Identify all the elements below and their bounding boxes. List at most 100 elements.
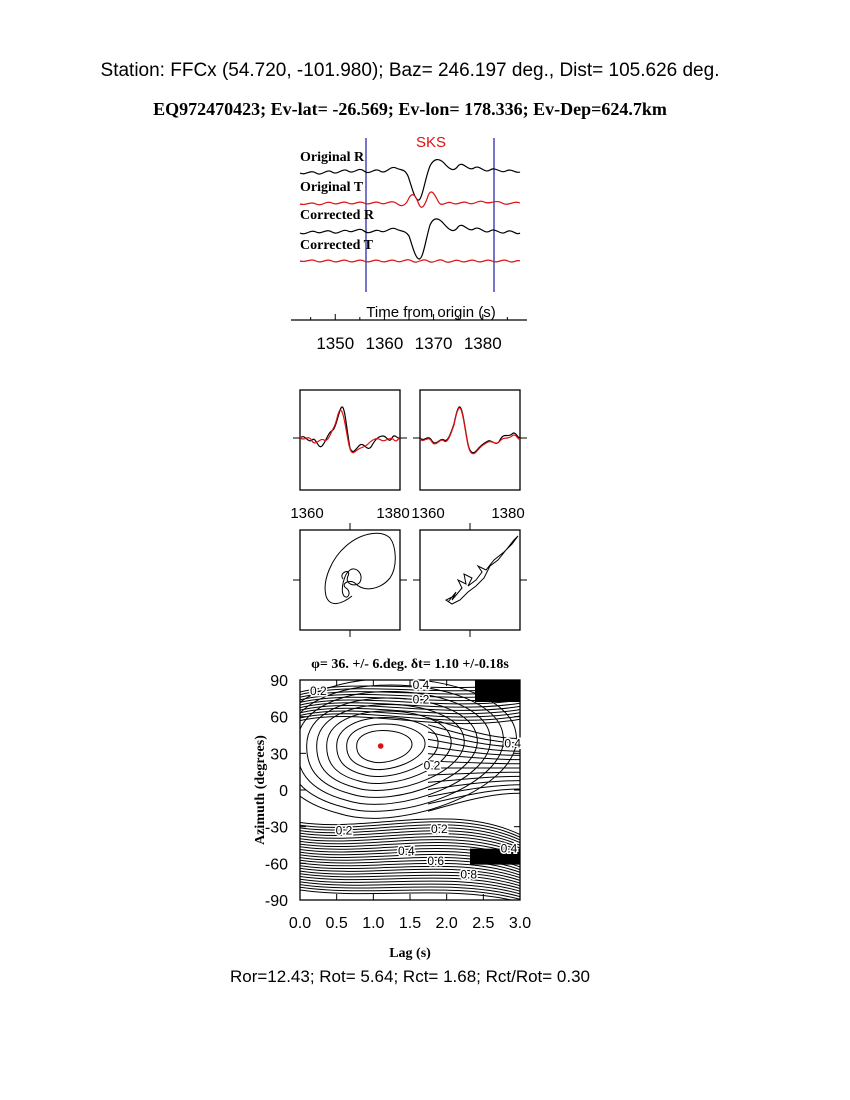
waveform-overlay-original: 1360 1380 xyxy=(290,389,410,522)
contour-value-label: 0.4 xyxy=(501,842,518,856)
azimuth-tick-label: 30 xyxy=(270,746,288,763)
contour-value-label: 0.2 xyxy=(431,822,448,836)
contour-bottom-band xyxy=(300,827,520,844)
contour-xlabel: Lag (s) xyxy=(389,946,431,961)
contour-bottom-band xyxy=(300,886,520,900)
contour-top-band xyxy=(300,702,520,709)
contour-top-band xyxy=(300,705,520,711)
contour-bottom-band xyxy=(300,889,514,900)
phase-label: SKS xyxy=(416,134,446,151)
contour-right-band xyxy=(427,753,520,761)
contour-bottom-band xyxy=(300,836,520,852)
time-axis-label: Time from origin (s) xyxy=(366,304,495,321)
contour-lines xyxy=(300,680,520,900)
overlay-tick-1360-left: 1360 xyxy=(290,505,323,522)
contour-title: φ= 36. +/- 6.deg. δt= 1.10 +/-0.18s xyxy=(311,657,509,672)
particle-frame-original xyxy=(299,529,401,631)
lag-tick-label: 0.0 xyxy=(289,915,311,932)
particle-motion-original xyxy=(293,523,407,637)
seismogram-panel: SKS Original R Original T Corrected R Co… xyxy=(291,134,527,353)
contour-closed xyxy=(356,730,413,764)
contour-bottom-band xyxy=(300,873,520,887)
azimuth-tick-label: -90 xyxy=(265,893,288,910)
azimuth-tick-label: -30 xyxy=(265,820,288,837)
contour-right-band xyxy=(427,724,520,744)
contour-top-band xyxy=(300,713,520,721)
trace-label-corrected-t: Corrected T xyxy=(300,238,374,253)
contour-ylabel: Azimuth (degrees) xyxy=(253,735,268,845)
contour-right-band xyxy=(427,784,520,798)
contour-bottom-band xyxy=(300,842,520,857)
azimuth-tick-label: 0 xyxy=(279,783,288,800)
best-fit-marker xyxy=(377,743,384,749)
contour-right-band xyxy=(427,771,520,776)
contour-top-band xyxy=(300,699,520,706)
station-info: Station: FFCx (54.720, -101.980); Baz= 2… xyxy=(101,60,720,81)
contour-right-band xyxy=(427,717,520,740)
contour-value-label: 0.2 xyxy=(413,693,430,707)
overlay-frame-corrected xyxy=(419,389,521,491)
contour-right-band xyxy=(427,788,520,805)
contour-right-band xyxy=(427,775,520,783)
time-tick-label: 1350 xyxy=(316,334,354,353)
contour-value-labels: 0.2 0.40.20.40.20.2 0.20.40.60.80.4 xyxy=(308,676,522,882)
contour-bottom-band xyxy=(300,876,520,889)
event-info: EQ972470423; Ev-lat= -26.569; Ev-lon= 17… xyxy=(153,99,667,119)
contour-bottom-band xyxy=(300,818,520,835)
trace-corrected-r xyxy=(299,218,521,260)
contour-dense-top xyxy=(475,680,520,702)
contour-top-band xyxy=(300,707,520,715)
overlay-frame-original xyxy=(299,389,401,491)
contour-value-label: 0.4 xyxy=(398,844,415,858)
contour-bottom-band xyxy=(300,884,520,898)
contour-bottom-band xyxy=(300,870,520,884)
lag-tick-label: 1.5 xyxy=(399,915,421,932)
contour-bottom-band xyxy=(300,859,520,873)
time-tick-label: 1380 xyxy=(464,334,502,353)
contour-value-label: 0.2 xyxy=(424,759,441,773)
overlay-tick-1380-right: 1380 xyxy=(491,505,524,522)
contour-right-band xyxy=(427,738,520,752)
overlay-trace-black-original xyxy=(299,406,401,452)
lag-tick-label: 1.0 xyxy=(362,915,384,932)
contour-top-band xyxy=(300,710,520,718)
particle-motion-corrected xyxy=(413,523,527,637)
lag-tick-label: 2.0 xyxy=(436,915,458,932)
contour-right-band xyxy=(427,792,520,812)
contour-closed xyxy=(300,691,491,805)
contour-right-band xyxy=(427,760,520,765)
lag-tick-label: 0.5 xyxy=(326,915,348,932)
contour-right-band xyxy=(427,780,520,791)
contour-value-label: 0.2 xyxy=(336,823,353,837)
trace-original-t xyxy=(299,191,521,208)
trace-label-original-t: Original T xyxy=(300,180,364,195)
contour-right-band xyxy=(427,731,520,748)
overlay-tick-1380-left: 1380 xyxy=(376,505,409,522)
overlay-trace-black-corrected xyxy=(419,406,521,454)
trace-label-original-r: Original R xyxy=(300,150,365,165)
overlay-trace-red-original xyxy=(299,409,401,454)
contour-axis-ticks: 0.0 0.5 1.0 1.5 2.0 2.5 3.0 90 60 30 0 -30 -60 -90 xyxy=(265,673,531,932)
time-tick-label: 1360 xyxy=(366,334,404,353)
contour-bottom-band xyxy=(300,821,520,838)
contour-bottom-band xyxy=(300,824,520,841)
contour-value-label: 0.2 xyxy=(310,684,327,698)
contour-closed xyxy=(300,680,517,819)
contour-right-band xyxy=(427,745,520,756)
overlay-tick-1360-right: 1360 xyxy=(411,505,444,522)
contour-value-label: 0.6 xyxy=(427,854,444,868)
azimuth-tick-label: 90 xyxy=(270,673,288,690)
particle-frame-corrected xyxy=(419,529,521,631)
contour-value-label: 0.4 xyxy=(504,737,521,751)
time-tick-label: 1370 xyxy=(415,334,453,353)
contour-closed xyxy=(300,684,504,812)
particle-motion-path-corrected xyxy=(445,535,519,605)
overlay-trace-red-corrected xyxy=(419,407,521,455)
lag-tick-label: 3.0 xyxy=(509,915,531,932)
contour-closed xyxy=(336,717,439,777)
contour-bottom-band xyxy=(300,878,520,892)
particle-motion-path-original xyxy=(324,532,396,604)
contour-bottom-band xyxy=(300,862,520,876)
azimuth-tick-label: 60 xyxy=(270,710,288,727)
